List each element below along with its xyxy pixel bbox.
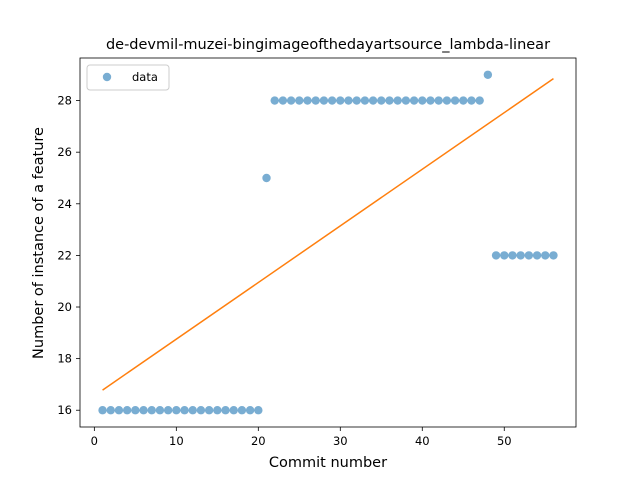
- data-point: [262, 173, 271, 183]
- y-axis-label: Number of instance of a feature: [31, 127, 47, 359]
- data-point: [196, 406, 206, 415]
- data-point: [385, 96, 394, 105]
- data-point: [114, 406, 124, 415]
- data-point: [516, 251, 525, 260]
- data-point: [500, 251, 509, 260]
- data-point: [377, 96, 386, 105]
- data-point: [180, 406, 189, 415]
- x-tick-label: 20: [251, 434, 266, 448]
- data-point: [426, 96, 435, 105]
- data-point: [122, 406, 132, 415]
- data-point: [303, 96, 312, 105]
- data-point: [204, 406, 214, 415]
- data-point: [295, 96, 304, 105]
- data-point: [131, 406, 140, 415]
- plot-area: 0 10 20 30 40 50 16 18 20 22 24 26 28: [57, 57, 577, 448]
- y-tick-label: 24: [57, 197, 72, 211]
- x-tick-label: 50: [497, 434, 512, 448]
- data-point: [327, 96, 337, 105]
- data-point: [213, 406, 222, 415]
- data-point: [163, 406, 173, 415]
- data-point: [344, 96, 353, 105]
- data-point: [524, 251, 534, 260]
- axes-frame: [79, 57, 577, 428]
- data-point: [311, 96, 320, 105]
- data-point: [450, 96, 460, 105]
- x-tick-label: 40: [415, 434, 430, 448]
- y-tick-label: 26: [57, 145, 72, 159]
- data-point: [172, 406, 181, 415]
- data-point: [418, 96, 427, 105]
- data-point: [491, 251, 501, 260]
- x-axis-label: Commit number: [269, 455, 387, 471]
- data-point: [106, 406, 115, 415]
- data-point: [434, 96, 443, 105]
- data-point: [188, 406, 197, 415]
- data-point: [278, 96, 288, 105]
- data-point: [237, 406, 247, 415]
- legend: data: [86, 64, 170, 91]
- data-point: [221, 406, 230, 415]
- y-tick-label: 20: [57, 300, 72, 314]
- data-point: [368, 96, 378, 105]
- data-point: [459, 96, 468, 105]
- fit-line: [102, 78, 554, 391]
- x-tick-label: 0: [91, 434, 98, 448]
- data-point: [155, 406, 165, 415]
- data-point: [508, 251, 517, 260]
- data-point: [541, 251, 550, 260]
- x-tick-label: 10: [169, 434, 184, 448]
- data-point: [360, 96, 370, 105]
- data-point: [549, 251, 558, 260]
- data-point: [483, 70, 493, 79]
- legend-marker: [102, 72, 112, 82]
- y-tick-label: 22: [57, 248, 72, 262]
- y-tick-label: 18: [57, 352, 72, 366]
- legend-label: data: [132, 70, 158, 84]
- data-point: [147, 406, 156, 415]
- data-point: [286, 96, 296, 105]
- x-tick-label: 30: [333, 434, 348, 448]
- data-point: [532, 251, 542, 260]
- data-point: [409, 96, 419, 105]
- data-point: [467, 96, 476, 105]
- chart-title: de-devmil-muzei-bingimageofthedayartsour…: [106, 37, 550, 53]
- data-point: [336, 96, 345, 105]
- legend-box: [86, 64, 170, 91]
- data-point: [98, 406, 107, 415]
- y-tick-label: 28: [57, 94, 72, 108]
- data-point: [229, 406, 238, 415]
- data-point: [442, 96, 452, 105]
- data-point: [139, 406, 148, 415]
- y-tick-label: 16: [57, 403, 72, 417]
- data-point: [401, 96, 411, 105]
- data-point: [270, 96, 279, 105]
- data-point: [254, 406, 263, 415]
- data-point: [319, 96, 329, 105]
- data-point: [245, 406, 255, 415]
- data-point: [352, 96, 361, 105]
- data-point: [475, 96, 484, 105]
- data-point: [393, 96, 402, 105]
